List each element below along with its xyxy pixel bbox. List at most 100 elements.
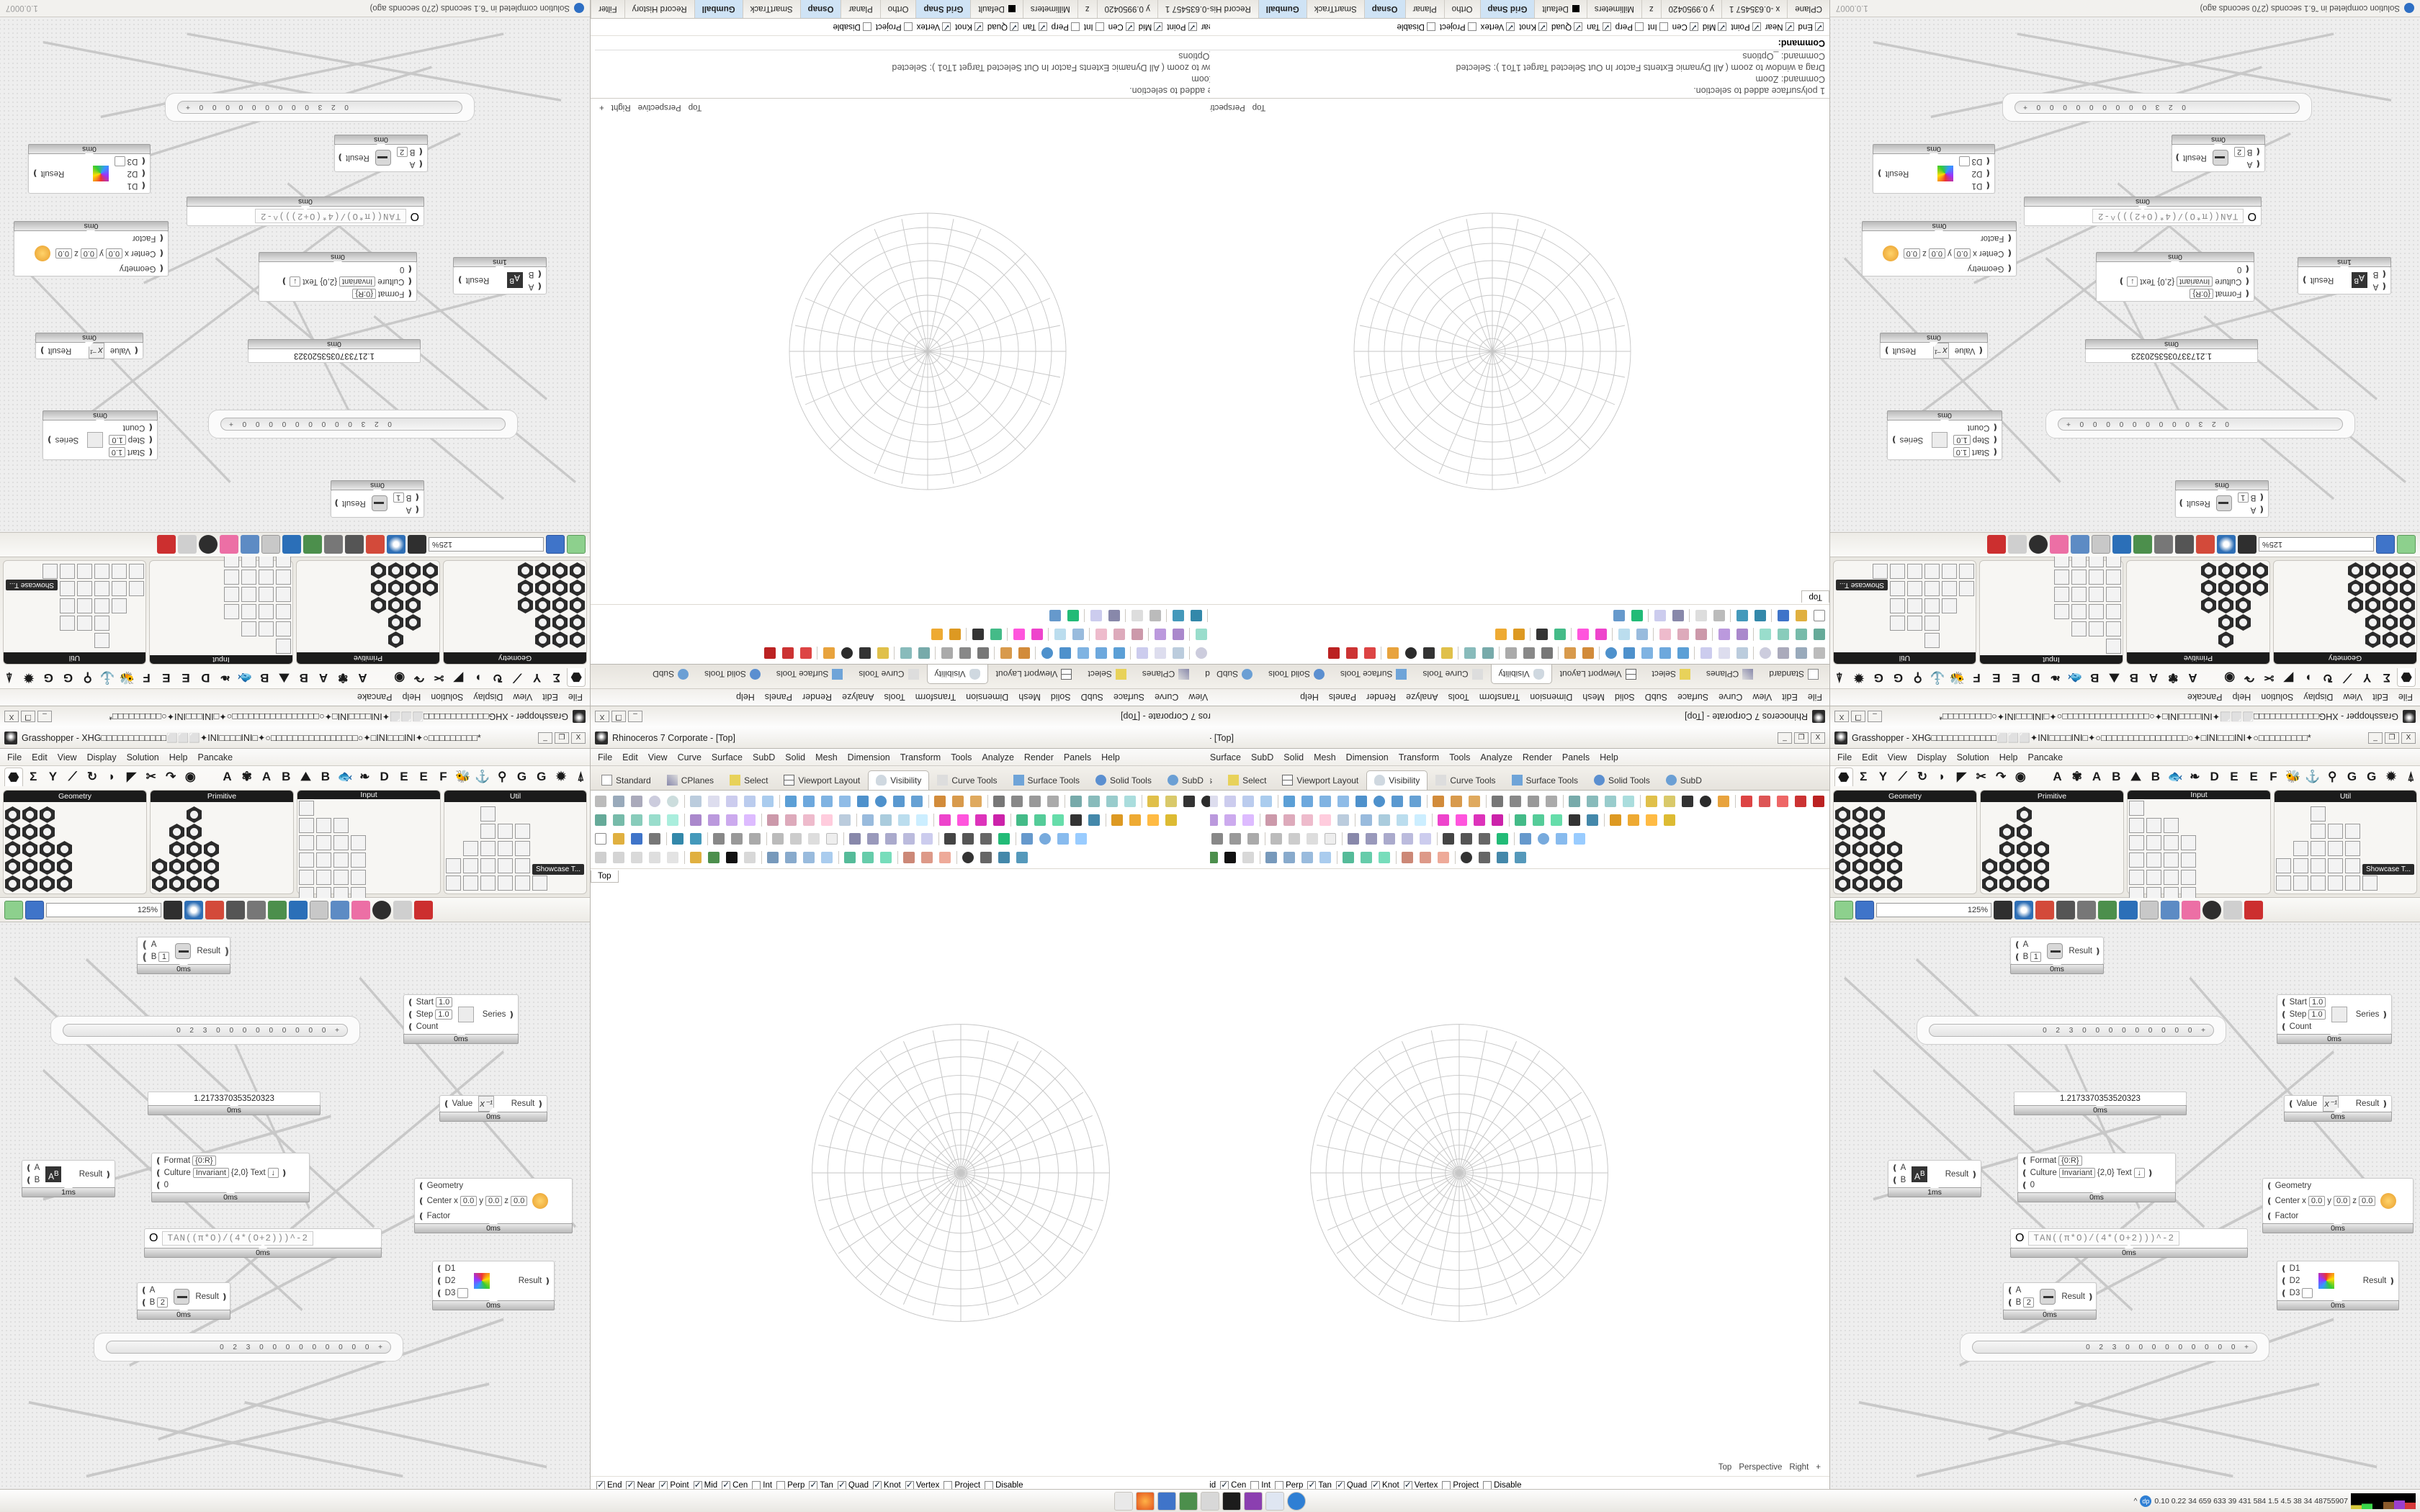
node-scale[interactable]: ❪ Geometry ❪ Center x 0.0 y 0.0 z 0.0 ❪ Factor… — [1862, 221, 2017, 276]
command-prompt[interactable]: Command: — [1210, 37, 1825, 50]
taskbar-icon-group[interactable] — [1114, 1491, 1306, 1511]
center-y-value[interactable]: 0.0 — [1928, 248, 1946, 258]
osnap-point[interactable]: Point — [659, 1480, 689, 1490]
menu-solid[interactable]: Solid — [1050, 692, 1071, 703]
grasshopper-toolbar[interactable]: 125% — [1830, 532, 2420, 557]
tab-curve-tools[interactable]: Curve Tools — [929, 770, 1005, 790]
menu-solution[interactable]: Solution — [1956, 752, 1989, 762]
step-value[interactable]: 1.0 — [109, 435, 126, 445]
rhino-toolbar-tabs[interactable]: Standard CPlanes Select Viewport Layout … — [591, 766, 1210, 791]
osnap-cen[interactable]: Cen — [1220, 1480, 1246, 1490]
center-y-value[interactable]: 0.0 — [2333, 1196, 2351, 1206]
node-panel-value[interactable]: 1.2173370353520323 0ms — [248, 339, 421, 363]
menu-view[interactable]: View — [1188, 692, 1209, 703]
rhino-menubar[interactable]: File Edit View Curve Surface SubD Solid Mesh… — [1210, 688, 1829, 706]
ribbon-letter-d[interactable]: D — [201, 671, 210, 685]
status-cplane[interactable]: CPlane — [1787, 0, 1829, 18]
d3-value[interactable] — [1958, 156, 1970, 166]
step-value[interactable]: 1.0 — [1953, 435, 1971, 445]
close-button[interactable]: X — [571, 732, 586, 744]
tab-standard[interactable]: Standard — [1761, 665, 1827, 684]
slider-track[interactable]: 0 2 3 0 0 0 0 0 0 0 0 0 + — [63, 1024, 348, 1037]
node-number-slider-1[interactable]: 0 2 3 0 0 0 0 0 0 0 0 0 + — [50, 1016, 360, 1045]
menu-help[interactable]: Help — [169, 752, 188, 762]
ribbon-tab-transform[interactable]: ↷ — [413, 671, 425, 685]
menu-transform[interactable]: Transform — [1398, 752, 1440, 762]
maximize-button[interactable]: ❐ — [1851, 711, 1865, 723]
osnap-mid[interactable]: Mid — [1210, 1481, 1216, 1490]
system-tray[interactable]: ^ dp 0.10 0.22 34 659 633 39 431 584 1.5… — [2133, 1493, 2416, 1509]
rhino-statusbar[interactable]: CPlane x -0.635457 1 y 0.9950420 z Milli… — [591, 0, 1210, 19]
viewport-tab-top[interactable]: Top — [1718, 1463, 1732, 1472]
ribbon-letter-a1[interactable]: A — [2188, 671, 2197, 685]
d3-value[interactable] — [457, 1288, 469, 1298]
command-history-panel[interactable]: 1 polysurface added to selection. Comman… — [1210, 36, 1829, 99]
osnap-vertex[interactable]: Vertex — [905, 1480, 939, 1490]
node-body[interactable]: ❪ Geometry ❪ Center x 0.0 y 0.0 z 0.0 ❪ Factor — [2262, 1178, 2414, 1224]
osnap-near[interactable]: Near — [1201, 23, 1210, 32]
menu-file[interactable]: File — [598, 752, 613, 762]
ribbon-letter-e2[interactable]: E — [1992, 671, 2001, 685]
expression-field[interactable]: TAN((π*O)/(4*(O+2)))^-2 — [2092, 209, 2244, 223]
ribbon-letter-f[interactable]: F — [2269, 770, 2277, 783]
osnap-end[interactable]: End — [1798, 22, 1824, 32]
minimize-button[interactable]: _ — [1778, 732, 1792, 744]
node-panel-value[interactable]: 1.2173370353520323 0ms — [2014, 1092, 2187, 1115]
grasshopper-toolbar[interactable]: 125% — [0, 532, 590, 557]
ribbon-tab-row[interactable]: ⬣ Σ Y ⟋ ↻ ◗ ◤ ✂ ↷ ◉ A ✾ A B ⛰ B 🐟 ❧ — [0, 667, 590, 688]
ribbon-icon-spider[interactable]: ✹ — [555, 770, 567, 783]
node-body[interactable]: ❪ Geometry ❪ Center x 0.0 y 0.0 z 0.0 ❪ Factor — [414, 1178, 573, 1224]
status-toggle-osnap[interactable]: Osnap — [799, 0, 841, 18]
maximize-button[interactable]: ❐ — [2385, 732, 2399, 744]
ribbon-letter-e1[interactable]: E — [400, 770, 408, 783]
ribbon-icon-anchor[interactable]: ⚓ — [2305, 770, 2321, 783]
ribbon-tab-curve[interactable]: ↻ — [492, 671, 503, 685]
rhino-toolbar-tabs[interactable]: Standard CPlanes Select Viewport Layout … — [591, 664, 1210, 688]
tab-solid-tools[interactable]: Solid Tools — [1088, 770, 1160, 790]
window-controls[interactable]: _ ❐ X — [1778, 732, 1825, 744]
node-power[interactable]: ❪ A ❪ B AB Result ❫ 1ms — [453, 257, 547, 294]
tab-visibility[interactable]: Visibility — [868, 770, 930, 790]
node-series[interactable]: ❪ Start 1.0 ❪ Step 1.0 ❪ Count Series ❫ 0ms — [1887, 410, 2002, 460]
menu-render[interactable]: Render — [802, 692, 833, 703]
menu-subd[interactable]: SubD — [1080, 692, 1103, 703]
osnap-knot[interactable]: Knot — [1371, 1480, 1399, 1490]
menu-help[interactable]: Help — [402, 692, 421, 703]
culture-value[interactable]: Invariant — [2058, 1168, 2095, 1178]
ribbon-icon-fish[interactable]: 🐟 — [2167, 770, 2183, 783]
desktop-taskbar[interactable]: ^ dp 0.10 0.22 34 659 633 39 431 584 1.5… — [0, 1489, 2420, 1512]
b-value[interactable]: 2 — [157, 1297, 169, 1308]
ribbon-icon-fish[interactable]: 🐟 — [2067, 671, 2083, 685]
rhino-icon-toolbar[interactable] — [1210, 604, 1829, 664]
tab-select[interactable]: Select — [1644, 665, 1698, 684]
icon-row-2[interactable] — [592, 625, 1210, 644]
slider-track[interactable]: 0 2 3 0 0 0 0 0 0 0 0 0 + — [2058, 418, 2343, 431]
menu-mesh[interactable]: Mesh — [815, 752, 838, 762]
osnap-tan[interactable]: Tan — [1587, 22, 1611, 32]
icon-row-1[interactable] — [592, 792, 1210, 811]
osnap-cen[interactable]: Cen — [1108, 22, 1134, 32]
ribbon-tab-sets[interactable]: Y — [48, 770, 58, 783]
viewport-label-bar[interactable]: Top — [591, 869, 619, 883]
viewport-tab-right[interactable]: Right — [1789, 1463, 1809, 1472]
ribbon-group-util-grid[interactable]: Showcase T... — [444, 802, 586, 894]
close-button[interactable]: X — [1834, 711, 1849, 723]
node-colour-rgb[interactable]: ❪ D1 ❪ D2 ❪ D3 Result ❫ 0ms — [2277, 1261, 2399, 1310]
menu-edit[interactable]: Edit — [2372, 692, 2388, 703]
close-button[interactable]: X — [595, 711, 609, 723]
menu-view[interactable]: View — [57, 752, 77, 762]
ribbon-tab-intersect[interactable]: ✂ — [1976, 770, 1986, 783]
osnap-quad[interactable]: Quad — [1335, 1480, 1367, 1490]
node-panel-value[interactable]: 1.2173370353520323 0ms — [148, 1092, 321, 1115]
ribbon-letter-d[interactable]: D — [380, 770, 389, 783]
menu-transform[interactable]: Transform — [1479, 692, 1520, 703]
node-one-over-x[interactable]: ❪ Value x⁻¹ Result ❫ 0ms — [439, 1095, 547, 1122]
tab-cplanes[interactable]: CPlanes — [1210, 770, 1220, 790]
node-panel-value[interactable]: 1.2173370353520323 0ms — [2085, 339, 2258, 363]
menu-solid[interactable]: Solid — [1614, 692, 1635, 703]
ribbon-letter-g1[interactable]: G — [516, 770, 527, 783]
menu-panels[interactable]: Panels — [1328, 692, 1357, 703]
panel-text[interactable]: 1.2173370353520323 — [2014, 1092, 2187, 1106]
ribbon-icon-mountain[interactable]: ⛰ — [2109, 671, 2120, 685]
osnap-mid[interactable]: Mid — [693, 1480, 717, 1490]
